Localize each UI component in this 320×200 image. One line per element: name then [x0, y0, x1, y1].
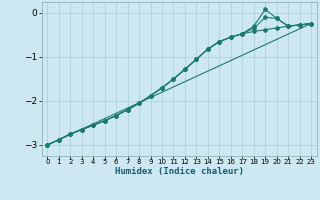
X-axis label: Humidex (Indice chaleur): Humidex (Indice chaleur): [115, 167, 244, 176]
